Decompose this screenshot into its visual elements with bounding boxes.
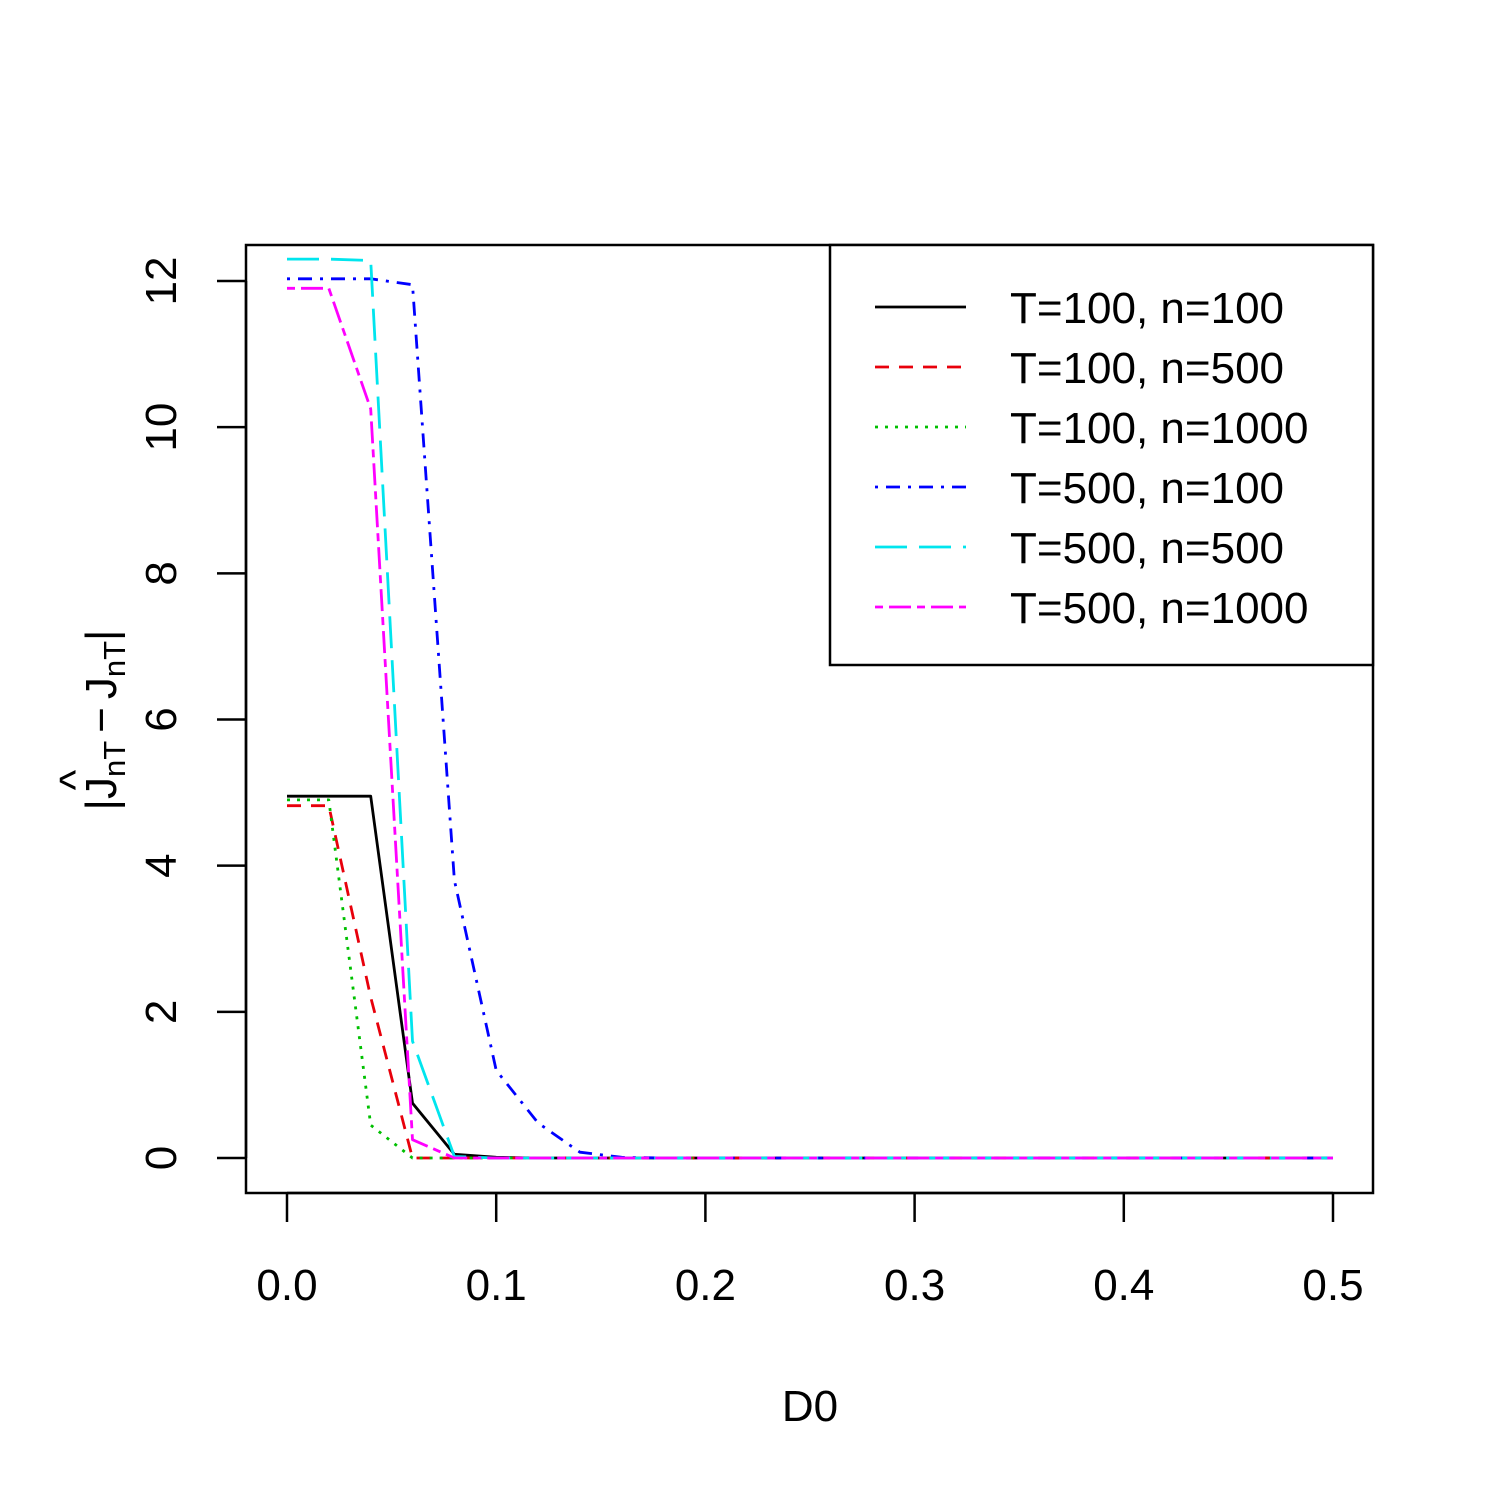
x-tick-label: 0.1 — [466, 1261, 527, 1310]
x-axis-title: D0 — [782, 1382, 838, 1431]
legend-box — [828, 243, 1375, 667]
legend-label-3: T=100, n=1000 — [1010, 404, 1308, 453]
series-line-6 — [287, 286, 1333, 1160]
legend-label-5: T=500, n=500 — [1010, 524, 1284, 573]
y-title-j1: J — [77, 777, 126, 799]
legend: T=100, n=100 T=100, n=500 T=100, n=1000 T=5… — [828, 243, 1375, 667]
x-tick-label: 0.0 — [256, 1261, 317, 1310]
y-tick-label: 10 — [137, 403, 186, 452]
y-tick-label: 4 — [137, 853, 186, 877]
legend-label-2: T=100, n=500 — [1010, 344, 1284, 393]
x-axis: 0.0 0.1 0.2 0.3 0.4 0.5 — [256, 1191, 1364, 1310]
y-title-sub1: nT — [97, 741, 132, 777]
legend-label-1: T=100, n=100 — [1010, 284, 1284, 333]
y-axis-title: |JnT−JnT| ^ — [51, 630, 132, 811]
y-tick-label: 2 — [137, 1000, 186, 1024]
y-title-open: | — [77, 799, 126, 810]
y-title-hat: ^ — [51, 769, 100, 790]
x-tick-label: 0.4 — [1093, 1261, 1154, 1310]
y-title-minus: − — [77, 707, 126, 733]
y-tick-label: 6 — [137, 707, 186, 731]
y-tick-label: 8 — [137, 561, 186, 585]
y-title-sub2: nT — [97, 641, 132, 677]
legend-label-4: T=500, n=100 — [1010, 464, 1284, 513]
series-layer — [287, 257, 1333, 1160]
y-title-close: | — [77, 630, 126, 641]
y-tick-label: 0 — [137, 1146, 186, 1170]
x-tick-label: 0.3 — [884, 1261, 945, 1310]
svg-text:|JnT−JnT|: |JnT−JnT| — [77, 630, 132, 811]
y-title-j2: J — [77, 677, 126, 699]
x-tick-label: 0.2 — [675, 1261, 736, 1310]
legend-label-6: T=500, n=1000 — [1010, 584, 1308, 633]
y-tick-label: 12 — [137, 257, 186, 306]
x-tick-label: 0.5 — [1302, 1261, 1363, 1310]
y-axis: 0 2 4 6 8 10 12 — [137, 257, 248, 1170]
